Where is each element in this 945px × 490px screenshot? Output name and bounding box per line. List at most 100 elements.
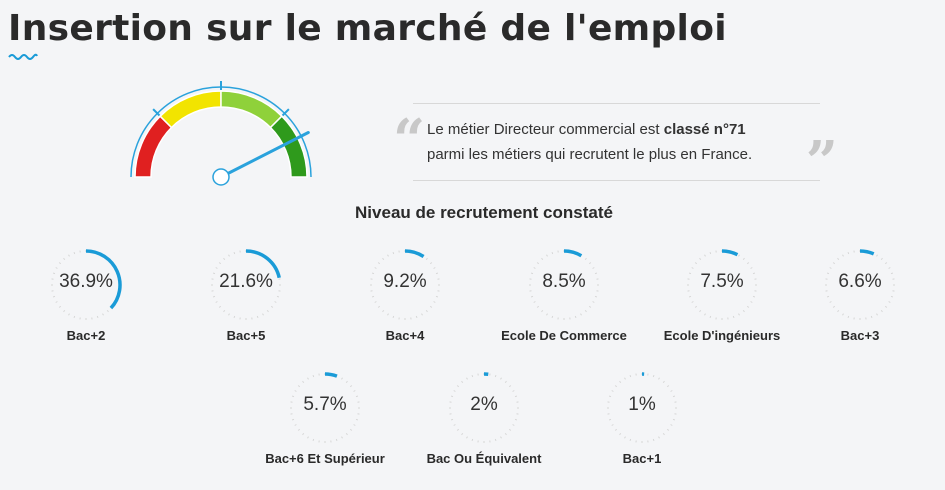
quote-line-2: parmi les métiers qui recrutent le plus … [427, 146, 753, 163]
ring-tick [652, 374, 655, 378]
stat-ring [51, 249, 122, 320]
ring-tick [699, 257, 702, 261]
ring-tick [68, 313, 70, 316]
ring-tick [752, 272, 756, 275]
stat-ring [607, 372, 677, 443]
stat-ring [370, 249, 440, 320]
ring-progress-arc [859, 249, 875, 256]
ring-tick [212, 295, 216, 298]
ring-tick [847, 251, 850, 255]
quote-line-1: Le métier Directeur commercial est class… [427, 121, 746, 138]
ring-tick [266, 309, 269, 313]
ring-tick [837, 309, 840, 313]
ring-tick [341, 377, 343, 380]
ring-tick [233, 251, 236, 255]
ring-tick [699, 309, 702, 313]
ring-tick [884, 262, 888, 265]
ring-tick [662, 380, 665, 384]
ring-tick [888, 267, 891, 269]
ring-tick [456, 385, 460, 388]
ring-tick [429, 305, 433, 308]
ring-tick [666, 385, 670, 388]
stat-item: 2% Bac Ou Équivalent [404, 368, 564, 466]
ring-tick [837, 257, 840, 261]
ring-tick [826, 272, 830, 275]
ring-tick [215, 301, 218, 303]
ring-tick [694, 305, 698, 308]
stat-label: Ecole D'ingénieurs [663, 328, 781, 343]
ring-tick [223, 257, 226, 261]
ring-tick [658, 436, 660, 439]
ring-tick [415, 315, 418, 319]
ring-tick [215, 267, 218, 269]
ring-tick [456, 428, 460, 431]
ring-tick [890, 272, 894, 275]
gauge-tick [152, 108, 161, 117]
ring-tick [746, 262, 750, 265]
ring-tick [382, 309, 385, 313]
ring-tick [355, 418, 359, 421]
ring-tick [876, 313, 878, 316]
ring-tick [63, 257, 66, 261]
ring-tick [471, 374, 474, 378]
ring-tick [63, 309, 66, 313]
ring-tick [382, 257, 385, 261]
ring-tick [536, 262, 540, 265]
stat-value: 6.6% [838, 271, 882, 292]
ring-tick [73, 315, 76, 319]
ring-tick [102, 313, 104, 316]
ring-tick [429, 262, 433, 265]
ring-tick [694, 262, 698, 265]
stat-item: 5.7% Bac+6 Et Supérieur [245, 368, 405, 466]
ring-tick [672, 418, 676, 421]
ring-tick [52, 272, 56, 275]
recruitment-gauge [130, 81, 312, 186]
ring-tick [433, 301, 436, 303]
ring-tick [58, 305, 62, 308]
ring-tick [297, 385, 301, 388]
ring-tick [829, 267, 832, 269]
stat-item: 1% Bac+1 [562, 368, 722, 466]
stat-value: 2% [470, 394, 498, 415]
ring-tick [608, 418, 612, 421]
ring-progress-arc [404, 249, 425, 259]
ring-tick [670, 424, 673, 426]
ring-tick [345, 380, 348, 384]
ring-tick [58, 262, 62, 265]
ring-tick [256, 315, 259, 319]
ring-tick [68, 254, 70, 257]
ring-tick [353, 390, 356, 392]
ring-tick [302, 380, 305, 384]
gauge-zone [134, 115, 173, 178]
ring-tick [435, 295, 439, 298]
ring-tick [262, 313, 264, 316]
ring-tick [374, 267, 377, 269]
quote-text: Le métier Directeur commercial est [427, 121, 664, 138]
ring-tick [530, 272, 534, 275]
ring-tick [494, 438, 497, 442]
ring-tick [594, 272, 598, 275]
ring-progress-arc [563, 249, 583, 258]
ring-tick [551, 315, 554, 319]
ring-tick [884, 305, 888, 308]
ring-tick [732, 315, 735, 319]
ring-tick [629, 438, 632, 442]
stat-value: 21.6% [219, 271, 273, 292]
ring-tick [672, 395, 676, 398]
ring-tick [541, 257, 544, 261]
title-underline-wave [8, 53, 38, 60]
stat-item: 9.2% Bac+4 [325, 245, 485, 343]
ring-tick [307, 377, 309, 380]
ring-tick [624, 377, 626, 380]
gauge-zone [269, 115, 308, 178]
ring-tick [580, 313, 582, 316]
ring-progress-arc [85, 249, 122, 310]
quote-close-mark: ” [805, 129, 838, 195]
ring-tick [353, 424, 356, 426]
ring-tick [218, 262, 222, 265]
ring-tick [688, 272, 692, 275]
stat-label: Bac+5 [226, 328, 266, 343]
stat-item: 36.9% Bac+2 [6, 245, 166, 343]
ring-tick [709, 251, 712, 255]
ring-tick [536, 305, 540, 308]
